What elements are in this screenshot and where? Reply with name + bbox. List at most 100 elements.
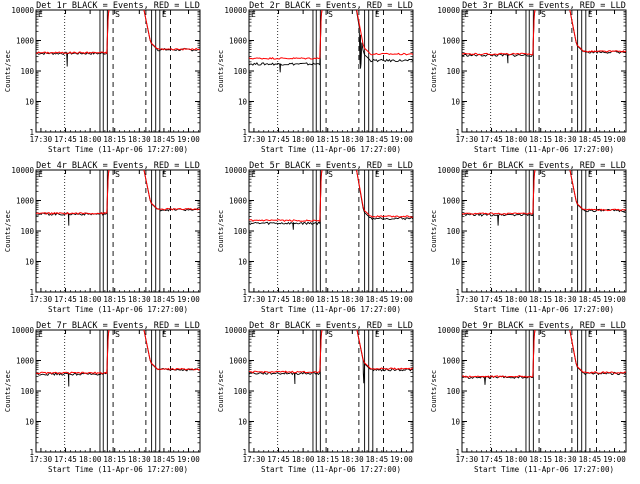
- y-tick-label: 10: [238, 418, 248, 427]
- panel-title: Det 2r BLACK = Events, RED = LLD: [249, 1, 413, 11]
- detector-plot-svg: Det 2r BLACK = Events, RED = LLD 1 10 100 10…: [217, 1, 414, 154]
- x-tick-label: 17:45: [54, 295, 77, 304]
- end-marker-label: E: [375, 330, 380, 339]
- x-tick-label: 17:30: [30, 135, 53, 144]
- y-tick-label: 10: [238, 98, 248, 107]
- start-marker-label: S: [115, 170, 120, 179]
- x-tick-label: 17:30: [243, 455, 266, 464]
- y-tick-label: 100: [446, 227, 460, 236]
- detector-plot-svg: Det 1r BLACK = Events, RED = LLD 1 10 100 10…: [4, 1, 201, 154]
- x-tick-label: 18:45: [366, 135, 389, 144]
- x-tick-label: 18:45: [579, 295, 602, 304]
- y-tick-label: 1: [242, 288, 247, 297]
- detector-panel-4: Det 4r BLACK = Events, RED = LLD 1 10 100 10…: [0, 160, 210, 320]
- panel-title: Det 8r BLACK = Events, RED = LLD: [249, 321, 413, 331]
- y-tick-label: 10000: [11, 326, 34, 335]
- y-tick-label: 1000: [16, 37, 35, 46]
- corner-marker-label: E: [38, 170, 43, 179]
- panel-title: Det 1r BLACK = Events, RED = LLD: [36, 1, 200, 11]
- y-tick-label: 1000: [229, 357, 248, 366]
- x-tick-label: 18:00: [292, 455, 315, 464]
- x-tick-label: 17:30: [243, 295, 266, 304]
- events-series-line: [36, 330, 200, 387]
- x-tick-label: 18:00: [505, 135, 528, 144]
- y-tick-label: 100: [233, 227, 247, 236]
- plot-area: [462, 330, 626, 452]
- plot-frame: [248, 169, 414, 293]
- x-tick-label: 18:45: [579, 455, 602, 464]
- end-marker-label: E: [588, 10, 593, 19]
- y-tick-label: 1: [242, 128, 247, 137]
- x-tick-label: 17:30: [456, 135, 479, 144]
- y-tick-label: 10: [451, 418, 461, 427]
- x-tick-label: 19:00: [177, 295, 200, 304]
- y-tick-label: 10000: [437, 6, 460, 15]
- detector-panel-6: Det 6r BLACK = Events, RED = LLD 1 10 100 10…: [426, 160, 636, 320]
- y-axis-label: Counts/sec: [4, 50, 12, 92]
- detector-panel-1: Det 1r BLACK = Events, RED = LLD 1 10 100 10…: [0, 0, 210, 160]
- y-tick-label: 100: [20, 67, 34, 76]
- detector-panel-3: Det 3r BLACK = Events, RED = LLD 1 10 100 10…: [426, 0, 636, 160]
- lld-series-line: [462, 330, 626, 378]
- corner-marker-label: E: [251, 170, 256, 179]
- detector-plot-svg: Det 4r BLACK = Events, RED = LLD 1 10 100 10…: [4, 161, 201, 314]
- y-tick-label: 1: [29, 128, 34, 137]
- corner-marker-label: E: [251, 10, 256, 19]
- y-tick-label: 100: [233, 67, 247, 76]
- x-tick-label: 18:30: [128, 135, 151, 144]
- end-marker-label: E: [162, 330, 167, 339]
- x-tick-label: 18:30: [341, 295, 364, 304]
- y-tick-label: 1: [455, 448, 460, 457]
- panel-title: Det 7r BLACK = Events, RED = LLD: [36, 321, 200, 331]
- y-tick-label: 1000: [16, 197, 35, 206]
- detector-plot-svg: Det 8r BLACK = Events, RED = LLD 1 10 100 10…: [217, 321, 414, 474]
- y-tick-label: 10000: [11, 166, 34, 175]
- y-tick-label: 1: [455, 288, 460, 297]
- x-tick-label: 18:30: [128, 295, 151, 304]
- x-axis-label: Start Time (11-Apr-06 17:27:00): [48, 305, 188, 314]
- end-marker-label: E: [588, 170, 593, 179]
- detector-plot-svg: Det 7r BLACK = Events, RED = LLD 1 10 100 10…: [4, 321, 201, 474]
- x-tick-label: 18:30: [341, 455, 364, 464]
- corner-marker-label: E: [38, 10, 43, 19]
- plot-frame: [35, 329, 201, 453]
- start-marker-label: S: [115, 10, 120, 19]
- plot-area: [36, 170, 200, 292]
- lld-series-line: [36, 330, 200, 375]
- y-tick-label: 100: [233, 387, 247, 396]
- detector-plot-svg: Det 5r BLACK = Events, RED = LLD 1 10 100 10…: [217, 161, 414, 314]
- x-tick-label: 19:00: [603, 135, 626, 144]
- end-marker-label: E: [162, 170, 167, 179]
- panel-title: Det 3r BLACK = Events, RED = LLD: [462, 1, 626, 11]
- detector-panel-5: Det 5r BLACK = Events, RED = LLD 1 10 100 10…: [213, 160, 423, 320]
- x-tick-label: 18:15: [316, 455, 339, 464]
- lld-series-line: [462, 10, 626, 56]
- panel-title: Det 6r BLACK = Events, RED = LLD: [462, 161, 626, 171]
- lld-series-line: [36, 10, 200, 55]
- x-tick-label: 17:30: [30, 455, 53, 464]
- corner-marker-label: E: [464, 170, 469, 179]
- y-axis-label: Counts/sec: [430, 210, 438, 252]
- x-tick-label: 18:30: [554, 295, 577, 304]
- plot-frame: [35, 9, 201, 133]
- plot-area: [462, 170, 626, 292]
- events-series-line: [249, 330, 413, 385]
- y-axis-label: Counts/sec: [430, 370, 438, 412]
- end-marker-label: E: [162, 10, 167, 19]
- plot-area: [249, 330, 413, 452]
- corner-marker-label: E: [464, 330, 469, 339]
- plot-area: [36, 10, 200, 132]
- start-marker-label: S: [541, 330, 546, 339]
- y-tick-label: 100: [20, 387, 34, 396]
- x-tick-label: 18:30: [341, 135, 364, 144]
- plot-frame: [248, 329, 414, 453]
- end-marker-label: E: [375, 10, 380, 19]
- y-tick-label: 100: [446, 67, 460, 76]
- x-axis-label: Start Time (11-Apr-06 17:27:00): [474, 465, 614, 474]
- end-marker-label: E: [588, 330, 593, 339]
- events-series-line: [249, 170, 413, 230]
- panel-title: Det 4r BLACK = Events, RED = LLD: [36, 161, 200, 171]
- x-tick-label: 18:00: [79, 135, 102, 144]
- corner-marker-label: E: [38, 330, 43, 339]
- plot-frame: [461, 329, 627, 453]
